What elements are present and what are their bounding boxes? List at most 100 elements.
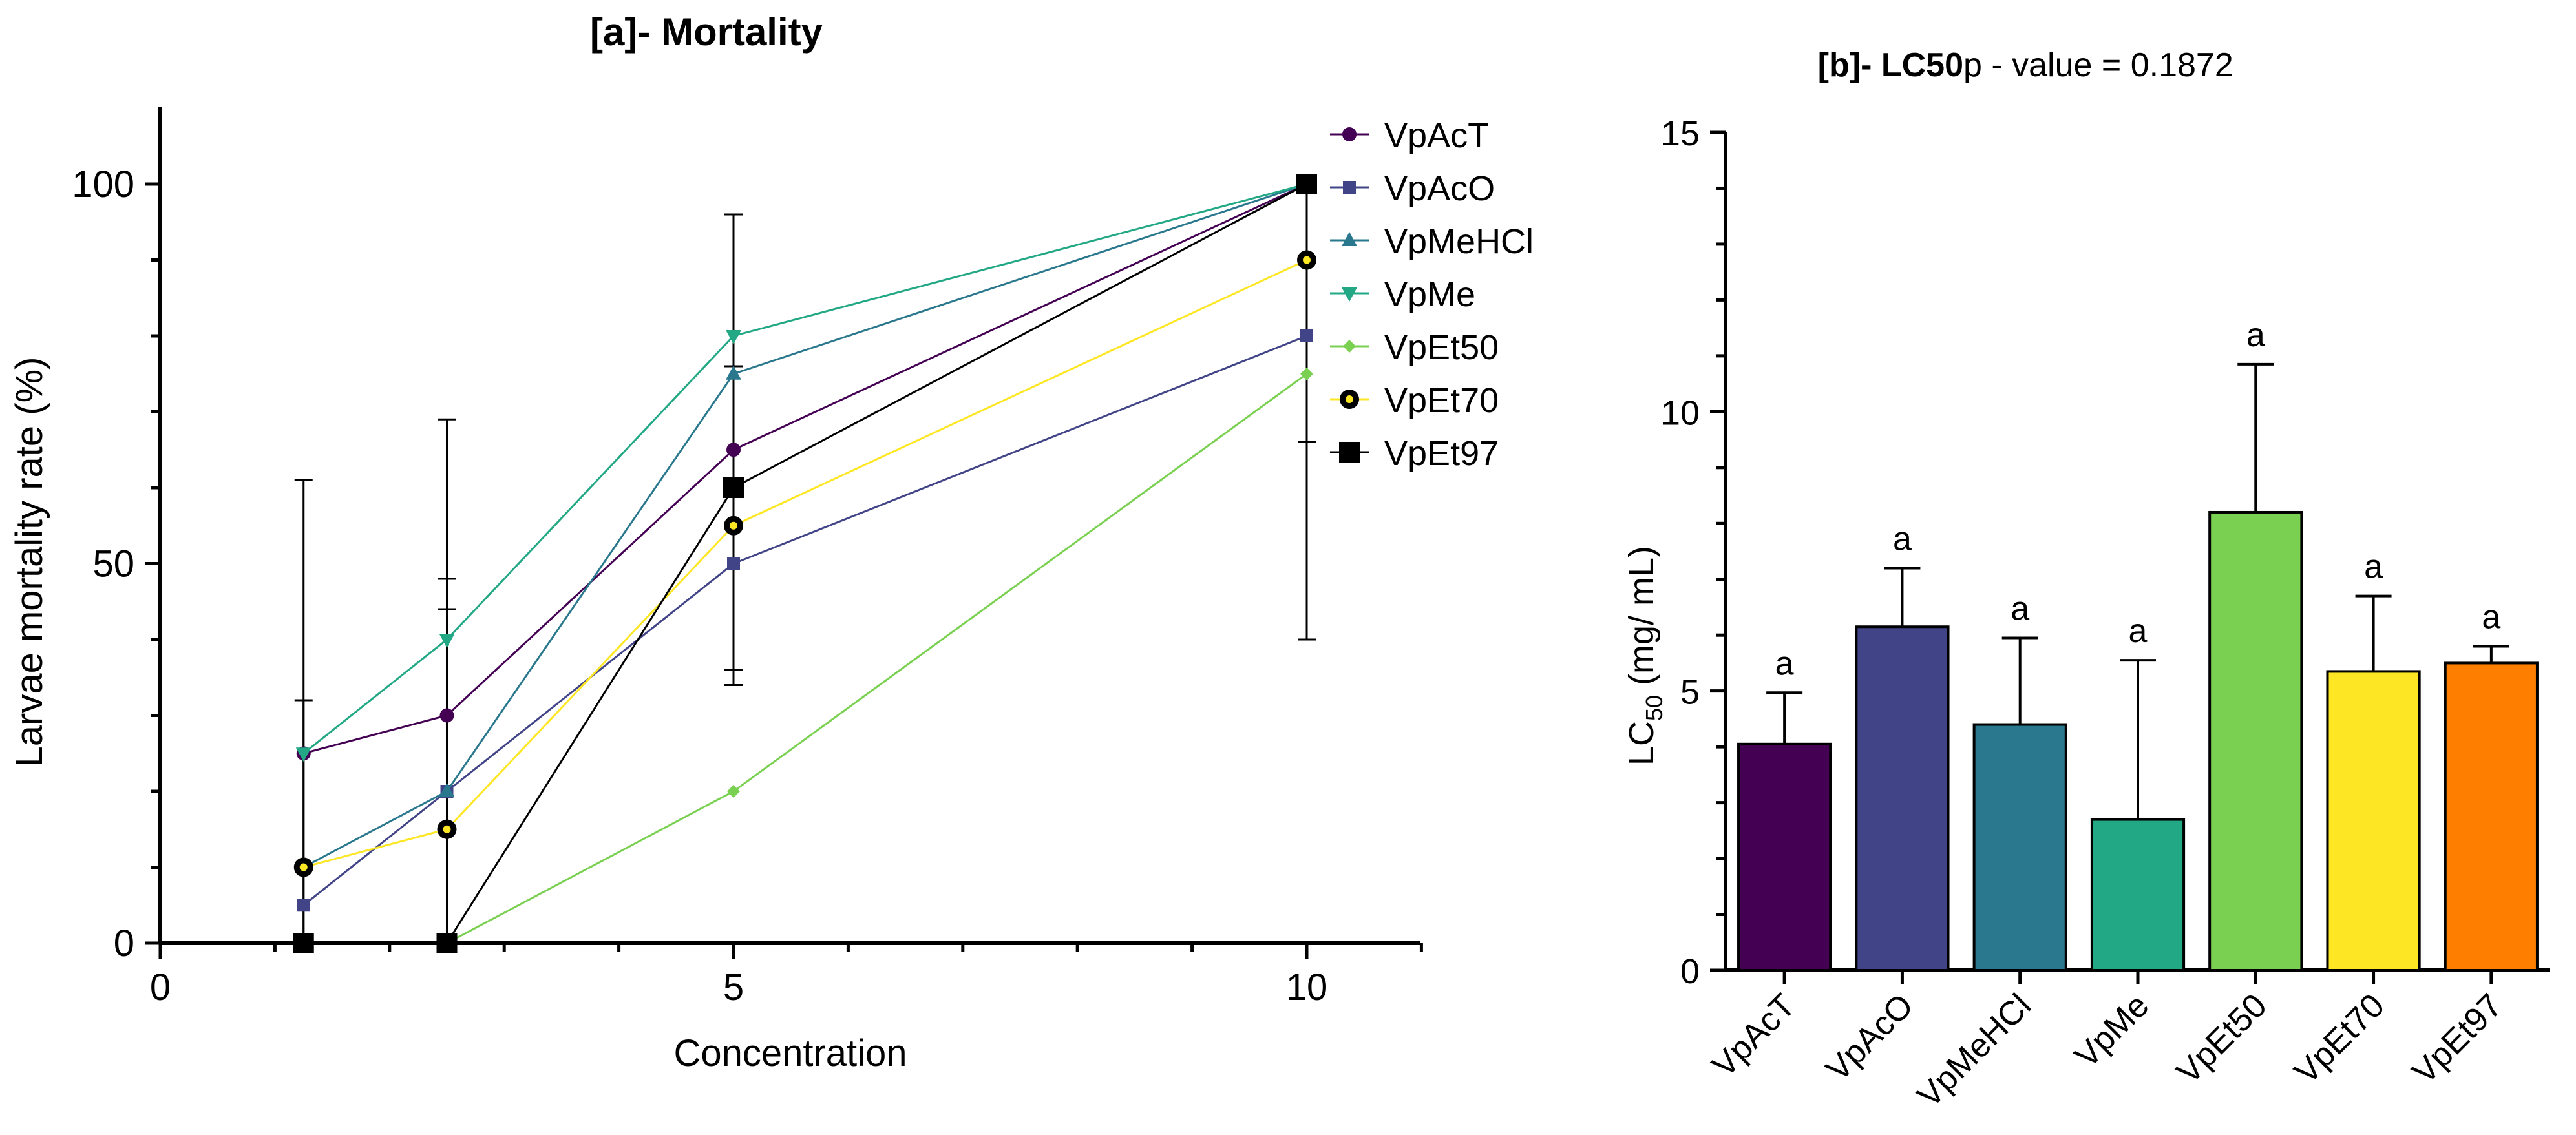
mortality-chart: [a]- Mortality Concentration Larvae mort… bbox=[8, 10, 1534, 1074]
lc50-x-tick-label: VpEt97 bbox=[2405, 986, 2510, 1091]
legend-label: VpAcT bbox=[1384, 116, 1489, 155]
data-point bbox=[439, 783, 455, 797]
series-line bbox=[303, 373, 1307, 944]
data-point bbox=[293, 933, 314, 953]
mortality-axes bbox=[145, 107, 1423, 959]
bar-vpet70 bbox=[2326, 670, 2421, 972]
data-point bbox=[439, 634, 455, 648]
legend-marker bbox=[1342, 232, 1357, 246]
series-vpet70 bbox=[293, 250, 1316, 877]
mortality-x-tick-label: 0 bbox=[150, 966, 171, 1008]
data-point bbox=[1300, 367, 1313, 380]
mortality-y-tick-label: 50 bbox=[92, 543, 134, 585]
legend-marker bbox=[1343, 340, 1356, 353]
series-vpme bbox=[295, 178, 1314, 762]
data-point bbox=[726, 443, 741, 457]
legend-marker bbox=[1340, 390, 1359, 409]
legend-marker bbox=[1342, 287, 1357, 302]
legend-item-vpet70: VpEt70 bbox=[1330, 381, 1499, 420]
series-line bbox=[303, 183, 1307, 755]
mortality-x-tick-label: 5 bbox=[723, 966, 744, 1008]
data-point bbox=[727, 557, 740, 570]
bar-vpet97 bbox=[2444, 661, 2539, 972]
bar-group-vpme: a VpMe bbox=[2067, 612, 2186, 1076]
lc50-x-tick-label: VpAcO bbox=[1819, 986, 1920, 1088]
legend-label: VpEt50 bbox=[1384, 328, 1499, 367]
legend-label: VpAcO bbox=[1384, 169, 1495, 208]
bar-group-vpet50: a VpEt50 bbox=[2170, 317, 2303, 1091]
series-vpet50 bbox=[297, 367, 1313, 950]
mortality-title: [a]- Mortality bbox=[590, 10, 823, 54]
bar-significance-label: a bbox=[2482, 598, 2500, 636]
series-vpact bbox=[296, 177, 1314, 761]
data-point bbox=[436, 933, 458, 953]
mortality-legend: VpAcT VpAcO VpMeHCl VpMe VpEt50 VpEt70 VpEt97 bbox=[1330, 116, 1534, 473]
legend-item-vpact: VpAcT bbox=[1330, 116, 1489, 155]
bar-vpmehcl bbox=[1972, 723, 2067, 972]
legend-item-vpet97: VpEt97 bbox=[1330, 434, 1499, 473]
series-line bbox=[302, 183, 1307, 755]
mortality-y-tick-label: 0 bbox=[114, 922, 134, 964]
data-point bbox=[297, 899, 310, 912]
lc50-x-tick-label: VpMeHCl bbox=[1910, 986, 2038, 1114]
lc50-x-tick-label: VpEt50 bbox=[2170, 986, 2274, 1091]
lc50-y-axis-label: LC50 (mg/ mL) bbox=[1622, 546, 1667, 765]
lc50-y-tick-label: 10 bbox=[1661, 393, 1700, 432]
bar-group-vpet97: a VpEt97 bbox=[2405, 598, 2539, 1091]
mortality-y-tick-label: 100 bbox=[72, 163, 134, 205]
legend-label: VpEt97 bbox=[1384, 434, 1499, 473]
legend-label: VpMe bbox=[1384, 275, 1475, 314]
mortality-y-axis-label: Larvae mortality rate (%) bbox=[8, 357, 50, 767]
legend-item-vpmehcl: VpMeHCl bbox=[1330, 222, 1534, 261]
lc50-chart: [b]- LC50 p - value = 0.1872 LC50 (mg/ m… bbox=[1622, 47, 2550, 1115]
series-line bbox=[303, 183, 1307, 944]
data-point bbox=[295, 747, 311, 762]
data-point bbox=[726, 330, 741, 344]
bar-significance-label: a bbox=[2364, 548, 2383, 586]
lc50-bars: aVpAcTaVpAcOaVpMeHClaVpMeaVpEt50aVpEt70a… bbox=[1705, 317, 2539, 1115]
mortality-x-axis-label: Concentration bbox=[673, 1032, 907, 1074]
legend-marker bbox=[1343, 181, 1356, 194]
data-point bbox=[1297, 250, 1316, 270]
lc50-x-tick-label: VpAcT bbox=[1705, 986, 1802, 1084]
lc50-y-tick-label: 5 bbox=[1680, 673, 1700, 712]
bar-significance-label: a bbox=[1893, 520, 1912, 557]
bar-significance-label: a bbox=[1775, 645, 1794, 682]
data-point bbox=[724, 515, 743, 536]
series-line bbox=[303, 259, 1307, 868]
series-line bbox=[302, 335, 1307, 906]
bar-group-vpaco: a VpAcO bbox=[1819, 520, 1950, 1088]
legend-item-vpaco: VpAcO bbox=[1330, 169, 1495, 208]
legend-marker bbox=[1339, 442, 1360, 463]
lc50-y-tick-label: 15 bbox=[1661, 114, 1700, 153]
mortality-x-tick-label: 10 bbox=[1286, 966, 1328, 1008]
series-vpmehcl bbox=[295, 176, 1314, 873]
legend-label: VpMeHCl bbox=[1384, 222, 1534, 261]
lc50-y-tick-label: 0 bbox=[1680, 952, 1700, 991]
legend-label: VpEt70 bbox=[1384, 381, 1499, 420]
series-vpet97 bbox=[293, 174, 1317, 953]
mortality-series bbox=[293, 174, 1317, 953]
data-point bbox=[727, 785, 740, 798]
bar-significance-label: a bbox=[2129, 612, 2148, 650]
bar-group-vpet70: a VpEt70 bbox=[2287, 548, 2421, 1091]
data-point bbox=[293, 857, 313, 877]
lc50-tick-labels: 0 5 10 15 bbox=[1661, 114, 1700, 991]
bar-vpme bbox=[2090, 818, 2186, 972]
data-point bbox=[726, 365, 741, 380]
data-point bbox=[1300, 329, 1313, 342]
data-point bbox=[1296, 174, 1317, 194]
bar-vpaco bbox=[1855, 625, 1950, 972]
lc50-x-tick-label: VpEt70 bbox=[2287, 986, 2392, 1091]
legend-marker bbox=[1342, 127, 1357, 141]
data-point bbox=[439, 708, 454, 723]
bar-significance-label: a bbox=[2246, 317, 2265, 354]
lc50-title: [b]- LC50 bbox=[1818, 47, 1963, 84]
bar-vpact bbox=[1737, 742, 1832, 972]
data-point bbox=[437, 819, 457, 839]
lc50-x-tick-label: VpMe bbox=[2067, 986, 2156, 1075]
bar-vpet50 bbox=[2208, 510, 2303, 972]
mortality-tick-labels: 0 50 100 0 5 10 bbox=[72, 163, 1327, 1008]
data-point bbox=[723, 477, 744, 498]
